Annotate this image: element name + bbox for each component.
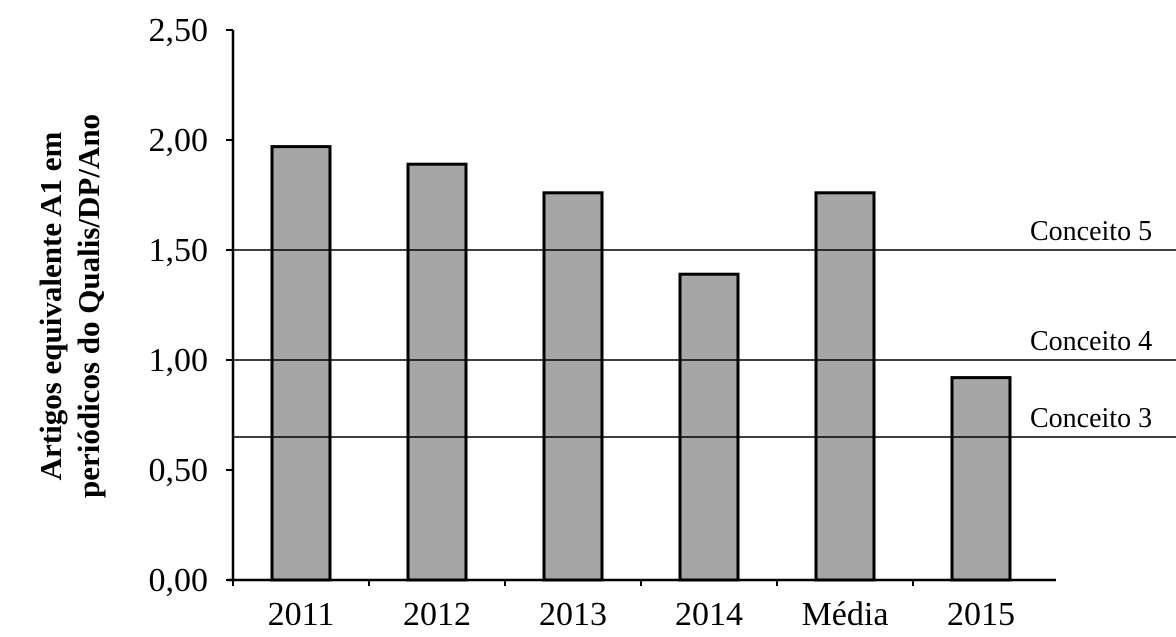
- reference-line-label: Conceito 3: [1030, 403, 1152, 434]
- y-axis-title-line-1: Artigos equivalente A1 em: [33, 131, 68, 480]
- y-tick-label: 1,00: [149, 342, 209, 379]
- bar-2015: [950, 376, 1012, 582]
- x-tick-label: Média: [802, 596, 889, 633]
- bar-2014: [678, 272, 740, 582]
- y-tick-label: 2,50: [149, 12, 209, 49]
- bar-2011: [270, 145, 332, 582]
- x-tick-label: 2013: [539, 596, 607, 633]
- y-tick-label: 2,00: [149, 122, 209, 159]
- x-tick-label: 2012: [403, 596, 471, 633]
- bar-2012: [406, 162, 468, 582]
- y-axis-title: Artigos equivalente A1 em periódicos do …: [33, 114, 106, 498]
- y-axis-title-line-2: periódicos do Qualis/DP/Ano: [71, 114, 106, 498]
- x-tick-label: 2014: [675, 596, 743, 633]
- bar-2013: [542, 191, 604, 582]
- reference-line-label: Conceito 5: [1030, 216, 1152, 247]
- y-tick-label: 0,00: [149, 562, 209, 599]
- x-tick-label: 2011: [268, 596, 335, 633]
- bar-m-dia: [814, 191, 876, 582]
- y-tick-label: 1,50: [149, 232, 209, 269]
- reference-line-label: Conceito 4: [1030, 326, 1152, 357]
- x-tick-label: 2015: [947, 596, 1015, 633]
- y-tick-label: 0,50: [149, 452, 209, 489]
